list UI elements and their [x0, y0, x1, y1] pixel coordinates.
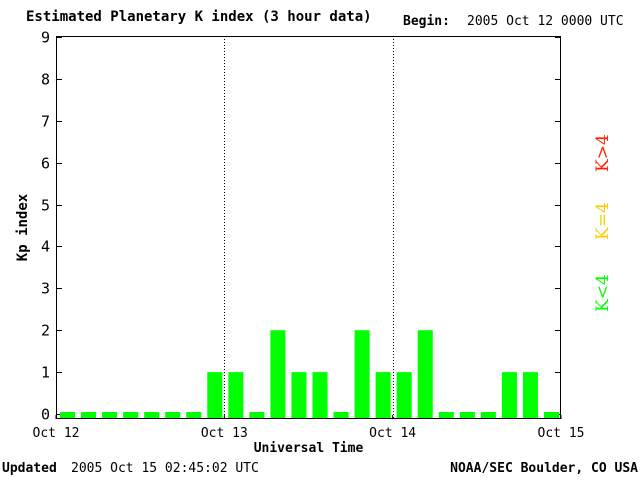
- kp-bar: [291, 372, 307, 418]
- y-tick-label: 1: [41, 364, 50, 382]
- kp-bar: [438, 412, 454, 418]
- legend-k-above-4: K>4: [593, 134, 613, 172]
- y-tick-label: 4: [41, 238, 50, 256]
- x-tick-label: Oct 15: [538, 426, 585, 441]
- x-tick-label: Oct 14: [369, 426, 416, 441]
- y-tick-label: 9: [41, 29, 50, 47]
- kp-bar: [522, 372, 538, 418]
- kp-bar: [228, 372, 244, 418]
- kp-bar: [501, 372, 517, 418]
- kp-bar: [123, 412, 139, 418]
- kp-bar: [249, 412, 265, 418]
- legend-k-below-4: K<4: [593, 274, 613, 312]
- kp-bar: [543, 412, 559, 418]
- updated-value: 2005 Oct 15 02:45:02 UTC: [71, 461, 259, 476]
- kp-bar: [60, 412, 76, 418]
- y-tick-label: 6: [41, 155, 50, 173]
- kp-bar: [480, 412, 496, 418]
- kp-bar: [354, 330, 370, 418]
- y-tick-label: 2: [41, 322, 50, 340]
- updated-label: Updated: [2, 461, 57, 476]
- legend-k-equal-4: K=4: [593, 202, 613, 240]
- y-tick-label: 5: [41, 197, 50, 215]
- kp-bar: [165, 412, 181, 418]
- kp-bar: [459, 412, 475, 418]
- credit: NOAA/SEC Boulder, CO USA: [450, 461, 638, 476]
- x-tick-label: Oct 12: [33, 426, 80, 441]
- y-tick-label: 7: [41, 113, 50, 131]
- kp-bar: [81, 412, 97, 418]
- plot-frame: [56, 36, 561, 419]
- kp-bar: [144, 412, 160, 418]
- y-tick-label: 0: [41, 406, 50, 424]
- kp-bar: [396, 372, 412, 418]
- y-tick-label: 3: [41, 280, 50, 298]
- y-axis-label: Kp index: [15, 193, 31, 261]
- kp-bar: [375, 372, 391, 418]
- kp-bar: [186, 412, 202, 418]
- chart-title: Estimated Planetary K index (3 hour data…: [26, 9, 372, 25]
- x-tick-label: Oct 13: [201, 426, 248, 441]
- kp-bar: [270, 330, 286, 418]
- kp-bar: [207, 372, 223, 418]
- begin-label: Begin:: [403, 14, 450, 29]
- kp-bar: [102, 412, 118, 418]
- kp-bar: [312, 372, 328, 418]
- begin-value: 2005 Oct 12 0000 UTC: [467, 14, 624, 29]
- kp-bar: [333, 412, 349, 418]
- y-tick-label: 8: [41, 71, 50, 89]
- kp-bar: [417, 330, 433, 418]
- x-axis-label: Universal Time: [254, 441, 364, 456]
